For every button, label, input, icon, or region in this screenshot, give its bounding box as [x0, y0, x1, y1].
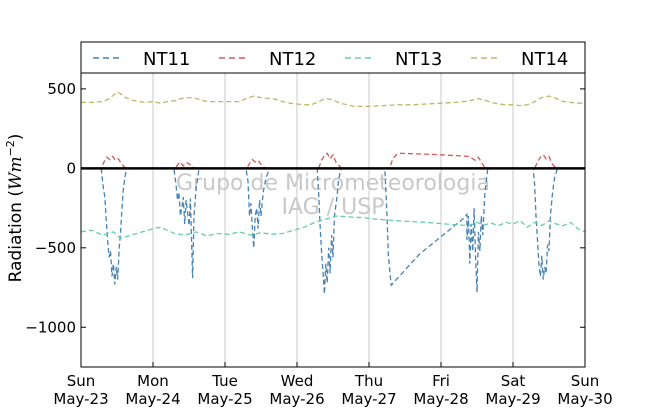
y-axis-label-close: ) — [6, 134, 26, 141]
x-tick-date-label: May-26 — [269, 390, 324, 408]
plot-frame — [80, 72, 586, 368]
x-tick-date-label: May-23 — [53, 390, 108, 408]
x-tick-date-label: May-24 — [125, 390, 180, 408]
series-line-nt14 — [81, 91, 585, 108]
x-tick-day-label: Wed — [281, 372, 314, 390]
x-tick-day-label: Fri — [432, 372, 450, 390]
x-tick-day-label: Thu — [354, 372, 383, 390]
series-line-nt12 — [81, 152, 585, 170]
x-tick-date-label: May-28 — [413, 390, 468, 408]
y-axis-label-main: Radiation ( — [6, 190, 26, 282]
y-tick-label: 500 — [47, 80, 76, 98]
watermark: Grupo de Micrometeorologia IAG / USP — [176, 171, 490, 220]
watermark-line-2: IAG / USP — [282, 195, 385, 220]
legend-label-nt12: NT12 — [269, 49, 316, 70]
x-tick-day-label: Tue — [211, 372, 238, 390]
y-tick-label: −500 — [35, 239, 76, 257]
x-tick-day-label: Mon — [137, 372, 169, 390]
x-tick-day-label: Sat — [501, 372, 526, 390]
grid-lines — [152, 73, 514, 367]
legend-label-nt13: NT13 — [395, 49, 442, 70]
legend-label-nt11: NT11 — [143, 49, 190, 70]
x-tick-date-label: May-27 — [341, 390, 396, 408]
x-tick-day-label: Sun — [67, 372, 96, 390]
legend-label-nt14: NT14 — [521, 49, 568, 70]
y-axis-label-unit: Wm — [6, 156, 26, 190]
y-tick-label: −1000 — [25, 318, 76, 336]
x-tick-day-label: Sun — [571, 372, 600, 390]
axes: 5000−500−1000SunMay-23MonMay-24TueMay-25… — [25, 72, 613, 408]
y-tick-label: 0 — [66, 159, 76, 177]
x-tick-date-label: May-29 — [485, 390, 540, 408]
legend-box — [80, 41, 586, 74]
y-axis-label: Radiation (Wm−2) — [4, 134, 26, 283]
y-axis-label-sup: −2 — [4, 140, 17, 156]
x-tick-date-label: May-25 — [197, 390, 252, 408]
legend: NT11 NT12 NT13 NT14 — [80, 41, 586, 74]
series-line-nt13 — [80, 215, 586, 240]
watermark-line-1: Grupo de Micrometeorologia — [176, 171, 490, 196]
x-tick-date-label: May-30 — [557, 390, 612, 408]
